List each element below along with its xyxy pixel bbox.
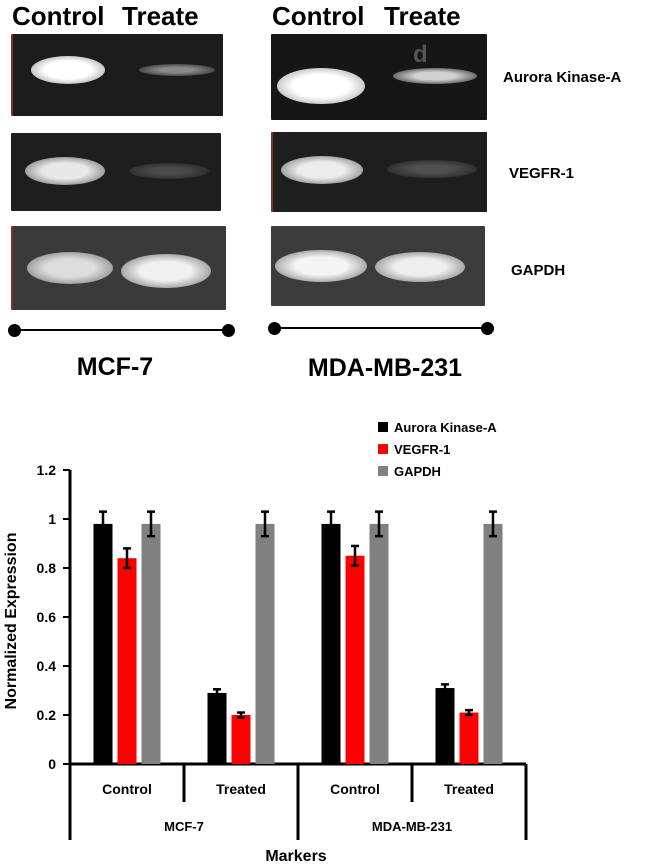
y-tick-label: 0.8	[37, 560, 57, 576]
y-axis-title: Normalized Expression	[3, 533, 20, 710]
marker-label-vegfr: VEGFR-1	[509, 165, 575, 182]
bar-vegfr-1	[117, 558, 137, 764]
marker-label-gapdh: GAPDH	[511, 262, 566, 279]
band-mda-aurora-treated	[393, 68, 477, 84]
band-mda-gapdh-treated	[375, 252, 465, 282]
bar-aurora-kinase-a	[207, 692, 227, 764]
band-mda-aurora-control	[277, 68, 365, 104]
bar-aurora-kinase-a	[321, 523, 341, 764]
x-tick-label: Control	[102, 781, 152, 797]
bar-aurora-kinase-a	[435, 688, 455, 764]
bar-chart: 0 0.2 0.4 0.6 0.8 1 1.2 Normalized Expression Co…	[3, 420, 528, 865]
left-control-header: Control	[12, 1, 105, 31]
x-tick-label: Treated	[444, 781, 494, 797]
group-label: MDA-MB-231	[372, 819, 452, 834]
y-tick-label: 0.6	[37, 609, 57, 625]
legend-label: VEGFR-1	[394, 442, 450, 457]
y-tick-label: 1.2	[37, 462, 57, 478]
right-control-header: Control	[272, 1, 365, 31]
gel-mda-aurora: d	[271, 34, 487, 120]
bar-gapdh	[141, 523, 161, 764]
band-mcf7-gapdh-treated	[121, 254, 211, 288]
right-treated-mark: d	[413, 41, 428, 68]
y-tick-label: 1	[48, 511, 56, 527]
y-tick-label: 0.4	[37, 658, 57, 674]
band-mcf7-aurora-treated	[139, 64, 215, 76]
left-treated-header: Treate	[122, 1, 199, 31]
band-mcf7-aurora-control	[31, 56, 105, 84]
bracket-left-end-dot	[222, 324, 235, 337]
marker-label-aurora: Aurora Kinase-A	[503, 69, 622, 86]
y-tick-label: 0	[48, 756, 56, 772]
legend-label: GAPDH	[394, 464, 441, 479]
gel-mcf7-gapdh	[11, 226, 226, 310]
y-tick-label: 0.2	[37, 707, 57, 723]
bracket-mda-line	[274, 327, 488, 329]
bracket-right-end-dot	[481, 322, 494, 335]
bar-gapdh	[483, 523, 503, 764]
band-mda-gapdh-control	[275, 250, 367, 282]
band-mda-vegfr-treated	[387, 160, 477, 178]
bar-aurora-kinase-a	[93, 523, 113, 764]
gel-mcf7-aurora	[11, 34, 223, 116]
cell-line-label-mcf7: MCF-7	[76, 353, 154, 381]
legend-swatch	[378, 422, 388, 432]
cell-line-label-mda: MDA-MB-231	[307, 354, 463, 382]
band-mcf7-vegfr-control	[25, 157, 105, 185]
band-mda-vegfr-control	[281, 156, 363, 184]
legend-label: Aurora Kinase-A	[394, 420, 497, 435]
band-mcf7-vegfr-treated	[129, 163, 209, 179]
legend-swatch	[378, 444, 388, 454]
legend-swatch	[378, 466, 388, 476]
gel-mda-vegfr	[271, 132, 487, 212]
bar-vegfr-1	[459, 712, 479, 764]
gel-mda-gapdh	[271, 226, 485, 306]
gel-mcf7-vegfr	[11, 133, 221, 211]
x-tick-label: Treated	[216, 781, 266, 797]
bar-gapdh	[369, 523, 389, 764]
band-mcf7-gapdh-control	[27, 252, 113, 284]
right-treated-header: Treate	[384, 1, 461, 31]
bracket-mcf7-line	[14, 329, 228, 331]
group-label: MCF-7	[164, 819, 204, 834]
bar-gapdh	[255, 523, 275, 764]
x-axis-title: Markers	[265, 848, 326, 865]
bar-vegfr-1	[345, 555, 365, 764]
bar-vegfr-1	[231, 715, 251, 764]
x-tick-label: Control	[330, 781, 380, 797]
